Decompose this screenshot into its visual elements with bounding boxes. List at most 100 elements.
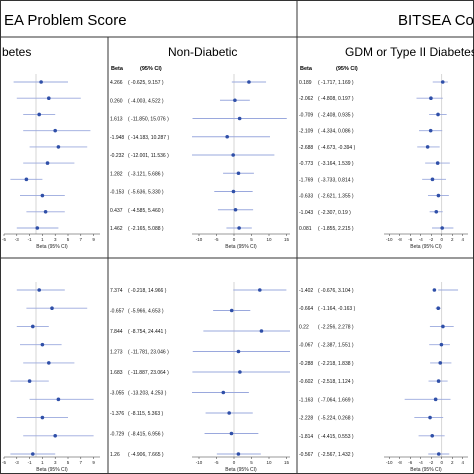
subheader-middle: Non-Diabetic [168,45,237,59]
ci-value: ( -2.518, 1.124 ) [318,379,354,385]
point-estimate [225,134,229,139]
beta-value: 1.26 [110,452,120,458]
x-tick-label: 9 [92,237,95,242]
x-tick-label: -5 [214,237,218,242]
beta-value: -1.043 [299,210,313,216]
point-estimate [237,226,241,230]
ci-value: ( -2.165, 5.088 ) [128,226,164,232]
x-tick-label: 0 [233,460,236,465]
x-tick-label: 5 [250,237,253,242]
header-right-title: BITSEA Co [398,12,474,29]
point-estimate [236,452,241,456]
point-estimate [229,431,234,436]
ci-value: ( -8.115, 5.363 ) [128,411,164,417]
beta-value: -0.288 [299,361,313,367]
point-estimate [435,161,440,165]
x-tick-label: 0 [233,237,236,242]
x-tick-label: -4 [419,237,423,242]
point-estimate [37,288,41,292]
x-tick-label: -3 [15,460,19,465]
header-left-title: EA Problem Score [4,12,127,29]
x-tick-label: 5 [67,237,70,242]
x-tick-label: -1 [28,237,32,242]
point-estimate [237,116,242,121]
beta-value: -1.376 [110,411,124,417]
beta-value: -1.948 [110,135,124,141]
x-axis-title: Beta (95% CI) [36,244,68,250]
x-tick-label: -10 [196,460,203,465]
ci-value: ( -1.855, 2.215 ) [318,226,354,232]
x-tick-label: 5 [250,460,253,465]
point-estimate [434,209,439,214]
ci-value: ( -2.567, 1.432 ) [318,452,354,458]
point-estimate [27,379,32,383]
ci-value: ( -13.203, 4.253 ) [128,391,167,397]
subheader-left: betes [2,45,31,59]
x-tick-label: -6 [408,237,412,242]
x-axis-title: Beta (95% CI) [225,244,257,250]
x-tick-label: -2 [429,237,433,242]
ci-value: ( -12.001, 11.536 ) [128,153,169,159]
x-tick-label: 15 [284,460,290,465]
beta-value: -2.062 [299,96,313,102]
point-estimate [229,308,234,313]
beta-value: -0.232 [110,153,124,159]
x-tick-label: 5 [67,460,70,465]
beta-value: -1.163 [299,397,313,403]
ci-value: ( -4.673, -0.394 ) [318,145,356,151]
x-tick-label: -10 [386,460,393,465]
beta-value: -0.657 [110,309,124,315]
x-tick-label: -8 [398,237,402,242]
beta-value: -0.709 [299,112,313,118]
ci-value: ( -14.183, 10.287 ) [128,135,169,141]
x-tick-label: -3 [15,237,19,242]
x-tick-label: 3 [54,237,57,242]
point-estimate [429,96,433,101]
point-estimate [436,112,440,117]
beta-value: -1.769 [299,177,313,183]
point-estimate [227,411,231,415]
x-tick-label: 2 [451,460,454,465]
point-estimate [35,226,40,230]
beta-value: -0.773 [299,161,313,167]
beta-value: -0.602 [299,379,313,385]
point-estimate [53,433,57,438]
ci-value: ( -11.887, 23.064 ) [128,370,169,376]
point-estimate [438,361,443,365]
x-tick-label: 10 [266,460,272,465]
point-estimate [40,193,45,198]
beta-value: -0.067 [299,343,313,349]
beta-value: -0.633 [299,194,313,200]
beta-value: 0.437 [110,208,123,214]
x-tick-label: 2 [451,237,454,242]
ci-value: ( -4.415, 0.553 ) [318,434,354,440]
col-label-ci-right: (95% CI) [336,66,358,72]
ci-value: ( -4.334, 0.086 ) [318,129,354,135]
point-estimate [439,342,444,347]
x-tick-label: 0 [440,237,443,242]
x-tick-label: -4 [419,460,423,465]
beta-value: -2.109 [299,129,313,135]
beta-value: 1.282 [110,171,123,177]
col-label-beta-middle: Beta [111,66,124,72]
ci-value: ( -3.164, 1.539 ) [318,161,354,167]
point-estimate [50,306,54,311]
beta-value: 0.260 [110,98,123,104]
x-axis-title: Beta (95% CI) [36,467,68,473]
x-tick-label: 4 [461,237,464,242]
point-estimate [43,209,48,214]
point-estimate [433,397,438,402]
point-estimate [441,324,445,329]
beta-value: -0.729 [110,432,124,438]
ci-value: ( -2.218, 1.838 ) [318,361,354,367]
beta-value: 1.613 [110,117,123,123]
beta-value: -2.688 [299,145,313,151]
x-tick-label: 9 [92,460,95,465]
point-estimate [236,349,241,354]
point-estimate [40,415,45,420]
ci-value: ( -4.906, 7.665 ) [128,452,164,458]
point-estimate [39,80,43,84]
point-estimate [436,193,441,198]
